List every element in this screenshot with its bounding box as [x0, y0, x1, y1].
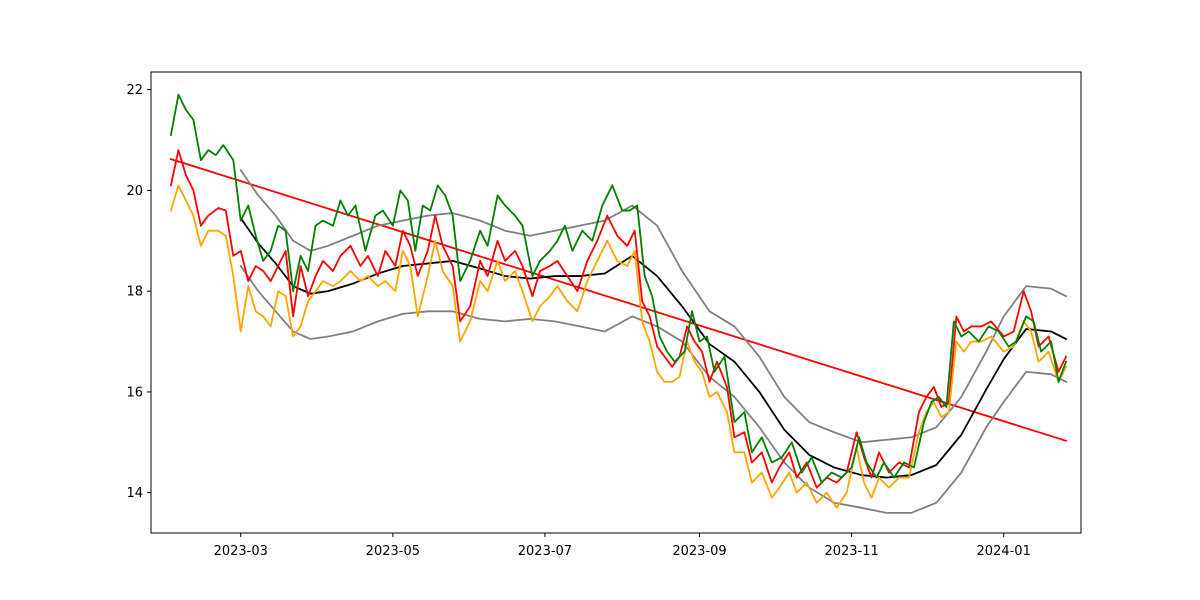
series-line-4 [239, 216, 1068, 479]
series-line-2 [239, 168, 1068, 444]
series-layer [169, 93, 1068, 514]
series-line-7 [169, 93, 1068, 484]
x-tick-label: 2023-05 [366, 544, 420, 559]
x-tick-label: 2024-01 [977, 544, 1031, 559]
series-line-3 [239, 264, 1068, 514]
series-line-5 [169, 149, 1068, 489]
x-tick-label: 2023-03 [214, 544, 268, 559]
y-tick-label: 14 [126, 486, 143, 501]
x-tick-label: 2023-11 [824, 544, 878, 559]
y-tick-label: 20 [126, 184, 143, 199]
y-tick-label: 16 [126, 385, 143, 400]
x-tick-label: 2023-07 [518, 544, 572, 559]
x-axis: 2023-03 2023-05 2023-07 2023-09 2023-11 2024-… [214, 533, 1031, 559]
plot-area-frame [150, 71, 1082, 534]
x-tick-label: 2023-09 [672, 544, 726, 559]
series-line-6 [169, 184, 1068, 509]
y-tick-label: 18 [126, 285, 143, 300]
y-axis: 14 16 18 20 22 [126, 83, 151, 501]
series-line-1 [169, 158, 1068, 442]
y-tick-label: 22 [126, 83, 143, 98]
